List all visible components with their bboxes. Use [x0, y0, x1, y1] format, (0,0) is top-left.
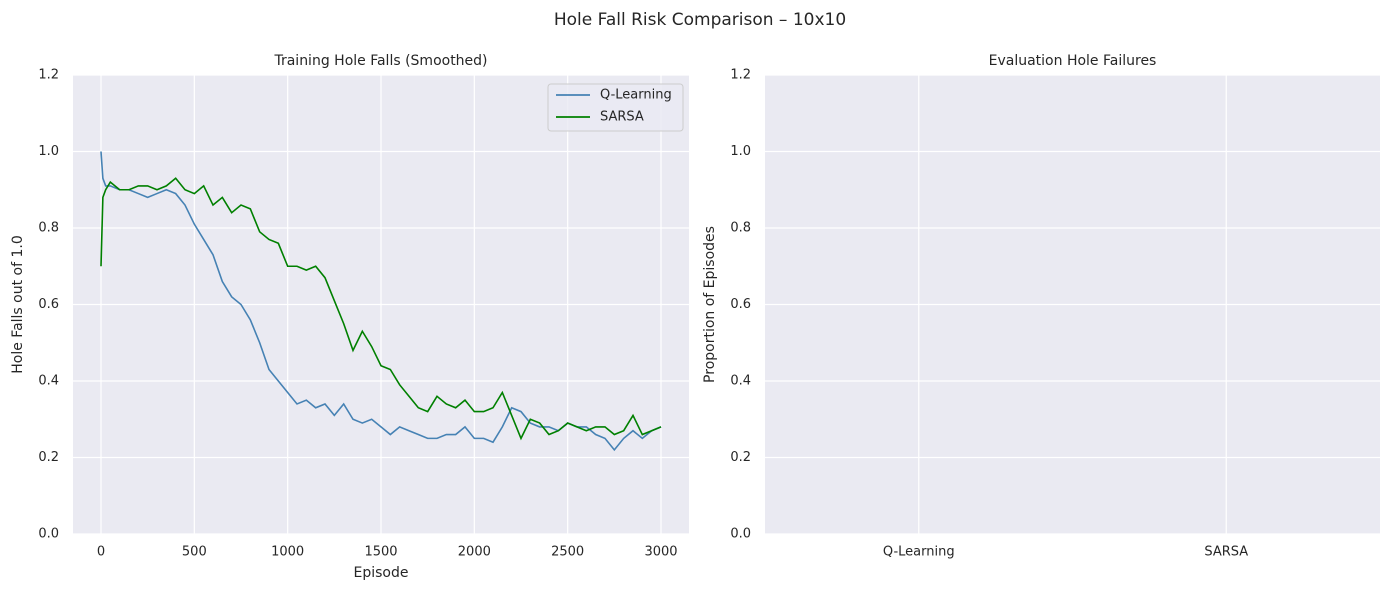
x-tick-label: 3000 — [644, 545, 677, 560]
y-tick-label: 1.2 — [38, 68, 59, 83]
x-tick-label: 500 — [182, 545, 207, 560]
x-tick-label: 0 — [97, 545, 105, 560]
axes-title: Training Hole Falls (Smoothed) — [273, 53, 487, 69]
x-axis-label: Episode — [354, 565, 409, 581]
y-tick-label: 0.2 — [38, 450, 59, 465]
y-tick-label: 0.4 — [38, 374, 59, 389]
y-tick-label: 0.2 — [730, 450, 751, 465]
y-axis-label: Hole Falls out of 1.0 — [10, 235, 26, 374]
axes-title: Evaluation Hole Failures — [989, 53, 1157, 69]
y-tick-label: 0.4 — [730, 374, 751, 389]
legend-label: Q-Learning — [600, 88, 672, 103]
y-tick-label: 0.6 — [38, 297, 59, 312]
y-tick-label: 0.8 — [730, 221, 751, 236]
x-tick-label: 2000 — [458, 545, 491, 560]
y-axis-label: Proportion of Episodes — [702, 226, 718, 383]
x-tick-label: SARSA — [1204, 545, 1248, 560]
y-tick-label: 0.8 — [38, 221, 59, 236]
figure-title: Hole Fall Risk Comparison – 10x10 — [554, 10, 846, 30]
y-tick-label: 1.2 — [730, 68, 751, 83]
line-series — [100, 177, 662, 441]
y-tick-label: 0.6 — [730, 297, 751, 312]
x-tick-label: Q-Learning — [883, 545, 955, 560]
x-tick-label: 2500 — [551, 545, 584, 560]
y-tick-label: 1.0 — [38, 144, 59, 159]
y-tick-label: 0.0 — [730, 527, 751, 542]
y-tick-label: 0.0 — [38, 527, 59, 542]
x-tick-label: 1500 — [364, 545, 397, 560]
legend-label: SARSA — [600, 110, 644, 125]
y-tick-label: 1.0 — [730, 144, 751, 159]
x-tick-label: 1000 — [271, 545, 304, 560]
